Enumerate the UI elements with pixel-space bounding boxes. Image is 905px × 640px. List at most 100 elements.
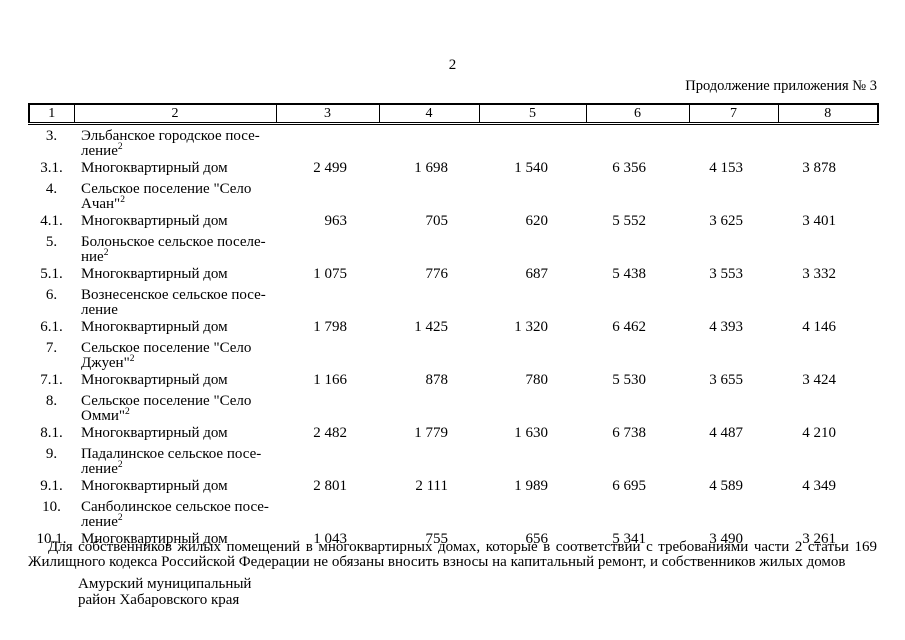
value-cell-col8: 3 424 bbox=[802, 372, 836, 388]
row-number-cell: 7.1. bbox=[40, 372, 63, 388]
value-cell-col8: 3 401 bbox=[802, 213, 836, 229]
value-cell-col6: 5 341 bbox=[612, 531, 646, 547]
name-line-2: ление bbox=[81, 143, 118, 159]
settlement-name-cell: Сельское поселение "Село Омми"2 bbox=[74, 390, 276, 424]
next-section-name: Амурский муниципальный район Хабаровског… bbox=[78, 576, 252, 608]
row-number-cell: 9. bbox=[45, 446, 58, 462]
settlement-row: 3. Эльбанское городское посе-ление2 bbox=[29, 124, 878, 160]
house-name-cell: Многоквартирный дом bbox=[81, 372, 228, 388]
row-number-cell: 6.1. bbox=[40, 319, 63, 335]
house-name-cell: Многоквартирный дом bbox=[81, 425, 228, 441]
row-number-cell: 4.1. bbox=[40, 213, 63, 229]
settlement-name-cell: Болоньское сельское поселе-ние2 bbox=[74, 231, 276, 265]
row-number-cell: 8. bbox=[45, 393, 58, 409]
value-cell-col4: 1 779 bbox=[414, 425, 448, 441]
name-line-1: Сельское поселение "Село bbox=[81, 181, 252, 197]
value-cell-col7: 4 487 bbox=[709, 425, 743, 441]
header-cell-1: 1 bbox=[28, 103, 75, 125]
value-cell-col3: 963 bbox=[324, 213, 348, 229]
settlement-row: 6. Вознесенское сельское посе-ление bbox=[29, 284, 878, 318]
settlement-name-cell: Вознесенское сельское посе-ление bbox=[74, 284, 276, 318]
value-cell-col5: 1 630 bbox=[514, 425, 548, 441]
continuation-note: Продолжение приложения № 3 bbox=[685, 78, 877, 94]
value-cell-col4: 2 111 bbox=[415, 478, 448, 494]
value-cell-col7: 4 153 bbox=[709, 160, 743, 176]
name-line-1: Падалинское сельское посе- bbox=[81, 446, 262, 462]
settlement-name-cell: Санболинское сельское посе-ление2 bbox=[74, 496, 276, 530]
value-cell-col5: 1 989 bbox=[514, 478, 548, 494]
note-paragraph: Для собственников жилых помещений в мног… bbox=[28, 539, 877, 570]
empty-values-cell bbox=[276, 443, 878, 477]
footnote-marker: 2 bbox=[120, 195, 125, 205]
value-cell-col7: 4 393 bbox=[709, 319, 743, 335]
footnote-marker: 2 bbox=[117, 142, 123, 152]
value-cell-col4: 705 bbox=[425, 213, 449, 229]
value-cell-col6: 6 356 bbox=[612, 160, 646, 176]
value-cell-col3: 1 043 bbox=[313, 531, 347, 547]
next-section-name-line-1: Амурский муниципальный bbox=[78, 576, 252, 592]
settlement-row: 5. Болоньское сельское поселе-ние2 bbox=[29, 231, 878, 265]
name-line-1: Вознесенское сельское посе- bbox=[81, 287, 266, 303]
row-number-cell: 9.1. bbox=[40, 478, 63, 494]
name-line-1: Сельское поселение "Село bbox=[81, 393, 252, 409]
row-number-cell: 10. bbox=[42, 499, 61, 515]
value-cell-col3: 1 075 bbox=[313, 266, 347, 282]
footnote-marker: 2 bbox=[117, 460, 123, 470]
settlement-row: 7. Сельское поселение "Село Джуен"2 bbox=[29, 337, 878, 371]
header-cell-4: 4 bbox=[379, 103, 480, 125]
house-name-cell: Многоквартирный дом bbox=[81, 531, 228, 547]
table-header-row: 1 2 3 4 5 6 7 8 bbox=[28, 103, 879, 125]
value-cell-col4: 776 bbox=[425, 266, 449, 282]
house-row: 3.1. Многоквартирный дом 2 499 1 698 1 5… bbox=[29, 159, 878, 178]
settlement-name-cell: Падалинское сельское посе-ление2 bbox=[74, 443, 276, 477]
footnote-marker: 2 bbox=[129, 354, 135, 364]
row-number-cell: 3.1. bbox=[40, 160, 63, 176]
value-cell-col3: 2 499 bbox=[313, 160, 347, 176]
row-number-cell: 5.1. bbox=[40, 266, 63, 282]
value-cell-col5: 620 bbox=[525, 213, 549, 229]
name-line-2: ление bbox=[81, 461, 118, 477]
settlement-row: 9. Падалинское сельское посе-ление2 bbox=[29, 443, 878, 477]
house-name-cell: Многоквартирный дом bbox=[81, 319, 228, 335]
page-number: 2 bbox=[448, 57, 457, 73]
name-line-2: ление bbox=[81, 302, 118, 318]
house-row: 9.1. Многоквартирный дом 2 801 2 111 1 9… bbox=[29, 477, 878, 496]
name-line-1: Сельское поселение "Село bbox=[81, 340, 252, 356]
value-cell-col3: 2 801 bbox=[313, 478, 347, 494]
rates-table: 1 2 3 4 5 6 7 8 3. Эльбанское городское … bbox=[28, 103, 879, 549]
settlement-name-cell: Сельское поселение "Село Джуен"2 bbox=[74, 337, 276, 371]
value-cell-col6: 6 738 bbox=[612, 425, 646, 441]
header-cell-8: 8 bbox=[778, 103, 879, 125]
house-row: 7.1. Многоквартирный дом 1 166 878 780 5… bbox=[29, 371, 878, 390]
row-number-cell: 3. bbox=[45, 128, 58, 144]
name-line-2: ние bbox=[81, 249, 104, 265]
value-cell-col8: 4 210 bbox=[802, 425, 836, 441]
value-cell-col6: 6 462 bbox=[612, 319, 646, 335]
value-cell-col8: 4 349 bbox=[802, 478, 836, 494]
house-name-cell: Многоквартирный дом bbox=[81, 213, 228, 229]
name-line-1: Санболинское сельское посе- bbox=[81, 499, 269, 515]
value-cell-col4: 1 425 bbox=[414, 319, 448, 335]
name-line-2: ление bbox=[81, 514, 118, 530]
settlement-name-cell: Сельское поселение "Село Ачан"2 bbox=[74, 178, 276, 212]
settlement-row: 4. Сельское поселение "Село Ачан"2 bbox=[29, 178, 878, 212]
house-row: 8.1. Многоквартирный дом 2 482 1 779 1 6… bbox=[29, 424, 878, 443]
value-cell-col8: 3 261 bbox=[802, 531, 836, 547]
value-cell-col8: 3 332 bbox=[802, 266, 836, 282]
house-row: 6.1. Многоквартирный дом 1 798 1 425 1 3… bbox=[29, 318, 878, 337]
footnote-marker: 2 bbox=[124, 407, 130, 417]
value-cell-col6: 6 695 bbox=[612, 478, 646, 494]
house-row: 10.1. Многоквартирный дом 1 043 755 656 … bbox=[29, 530, 878, 549]
empty-values-cell bbox=[276, 178, 878, 212]
header-cell-3: 3 bbox=[276, 103, 380, 125]
settlement-row: 8. Сельское поселение "Село Омми"2 bbox=[29, 390, 878, 424]
value-cell-col6: 5 552 bbox=[612, 213, 646, 229]
value-cell-col4: 1 698 bbox=[414, 160, 448, 176]
value-cell-col5: 1 540 bbox=[514, 160, 548, 176]
header-cell-5: 5 bbox=[479, 103, 587, 125]
value-cell-col3: 1 798 bbox=[313, 319, 347, 335]
house-name-cell: Многоквартирный дом bbox=[81, 266, 228, 282]
value-cell-col7: 3 490 bbox=[709, 531, 743, 547]
row-number-cell: 4. bbox=[45, 181, 58, 197]
name-line-2: Джуен" bbox=[81, 355, 130, 371]
